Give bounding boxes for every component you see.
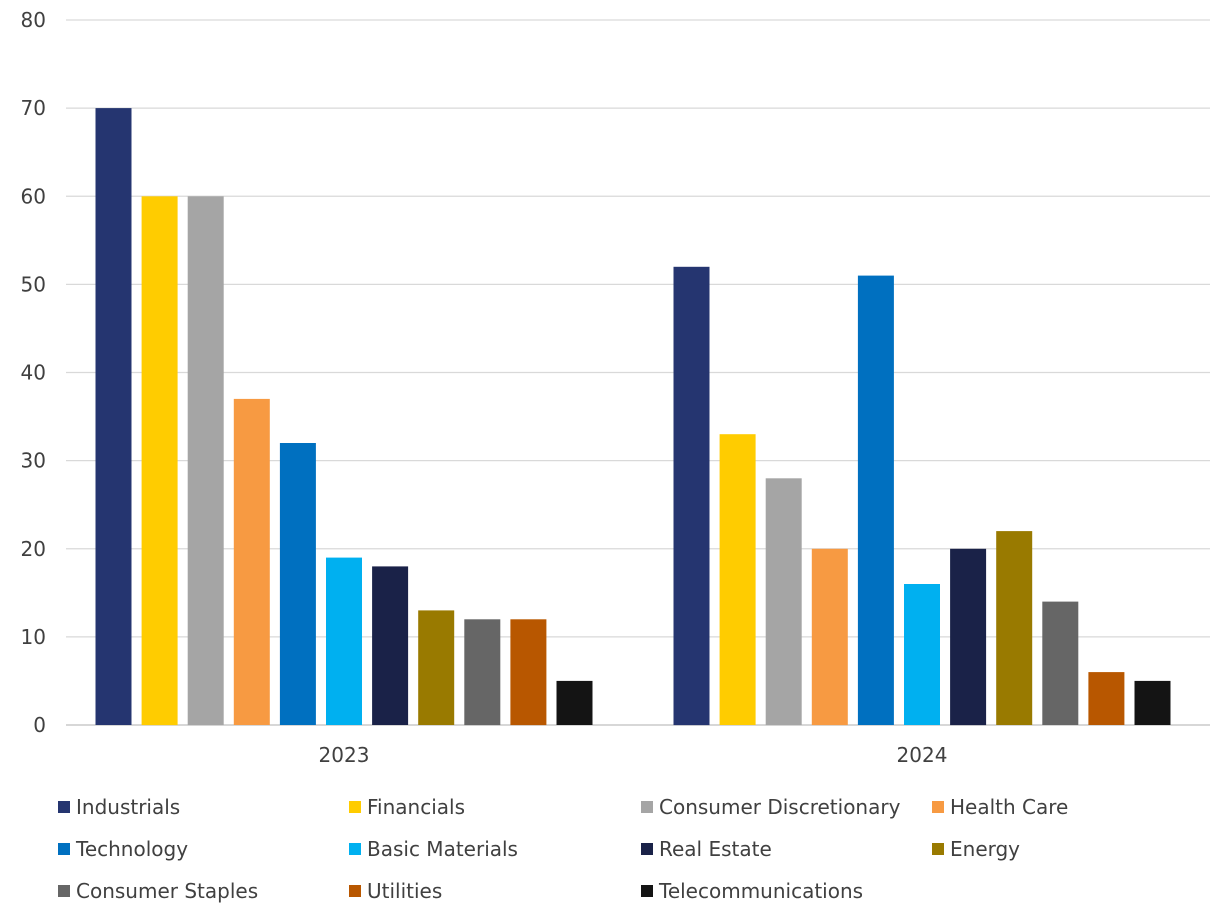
- bar-2023-consumer-discretionary: [187, 196, 224, 726]
- bar-2024-financials: [719, 434, 756, 725]
- legend-label: Industrials: [76, 795, 181, 819]
- bar-2024-basic-materials: [904, 584, 940, 725]
- x-tick-label: 2023: [319, 743, 370, 767]
- legend-swatch: [349, 801, 361, 813]
- legend-item: Financials: [349, 786, 641, 828]
- bar-2024-technology: [857, 275, 894, 725]
- legend-swatch: [932, 801, 944, 813]
- bar-2023-financials: [141, 196, 178, 726]
- bar-2024-telecommunications: [1134, 680, 1171, 725]
- legend-label: Telecommunications: [659, 879, 864, 903]
- legend-item: Real Estate: [641, 828, 932, 870]
- legend-item: Health Care: [932, 786, 1172, 828]
- legend-label: Real Estate: [659, 837, 772, 861]
- y-tick-label: 0: [33, 713, 46, 737]
- bar-2023-health-care: [233, 398, 270, 725]
- bar-2023-real-estate: [372, 566, 409, 725]
- bar-2024-industrials: [673, 266, 710, 726]
- x-axis-ticks: 2023 2024: [319, 743, 948, 767]
- bar-2024-consumer-staples: [1042, 601, 1079, 725]
- y-tick-label: 10: [21, 625, 46, 649]
- bar-2023-basic-materials: [326, 557, 362, 725]
- legend-swatch: [932, 843, 944, 855]
- bar-2024-real-estate: [950, 548, 987, 726]
- x-tick-label: 2024: [897, 743, 948, 767]
- legend-label: Consumer Discretionary: [659, 795, 901, 819]
- legend-label: Health Care: [950, 795, 1069, 819]
- legend-label: Consumer Staples: [76, 879, 259, 903]
- legend-item: Basic Materials: [349, 828, 641, 870]
- legend-label: Technology: [76, 837, 189, 861]
- bar-2023-telecommunications: [556, 680, 593, 725]
- bar-2023-consumer-staples: [464, 619, 501, 726]
- legend-swatch: [58, 885, 70, 897]
- legend-item: Utilities: [349, 870, 641, 912]
- legend-label: Utilities: [367, 879, 443, 903]
- legend-item: Technology: [58, 828, 349, 870]
- legend-label: Financials: [367, 795, 465, 819]
- legend-item: Industrials: [58, 786, 349, 828]
- legend-item: Telecommunications: [641, 870, 932, 912]
- legend-item: Consumer Staples: [58, 870, 349, 912]
- y-tick-label: 80: [21, 8, 46, 32]
- y-tick-label: 20: [21, 537, 46, 561]
- bar-2024-energy: [996, 531, 1033, 725]
- legend-item: Consumer Discretionary: [641, 786, 932, 828]
- bar-2023-utilities: [510, 619, 547, 726]
- y-tick-label: 60: [21, 184, 46, 208]
- y-tick-label: 50: [21, 272, 46, 296]
- bar-2024-health-care: [811, 548, 848, 726]
- legend-label: Basic Materials: [367, 837, 518, 861]
- bar-2024-consumer-discretionary: [765, 478, 802, 726]
- legend-swatch: [641, 843, 653, 855]
- bar-chart: 0 10 20 30 40 50 60 70 80 2023 2024: [21, 8, 1210, 767]
- bar-2024-utilities: [1088, 672, 1125, 725]
- legend-item: Energy: [932, 828, 1172, 870]
- legend-swatch: [58, 801, 70, 813]
- legend-swatch: [349, 885, 361, 897]
- y-tick-label: 70: [21, 96, 46, 120]
- y-axis-ticks: 0 10 20 30 40 50 60 70 80: [21, 8, 46, 737]
- legend-swatch: [58, 843, 70, 855]
- bars: [95, 108, 1171, 726]
- legend-swatch: [641, 885, 653, 897]
- legend-swatch: [349, 843, 361, 855]
- legend: Industrials Financials Consumer Discretion…: [58, 786, 1178, 912]
- legend-label: Energy: [950, 837, 1021, 861]
- bar-2023-industrials: [95, 108, 132, 726]
- y-tick-label: 40: [21, 361, 46, 385]
- bar-2023-technology: [279, 443, 316, 725]
- y-tick-label: 30: [21, 449, 46, 473]
- legend-swatch: [641, 801, 653, 813]
- bar-2023-energy: [418, 610, 455, 725]
